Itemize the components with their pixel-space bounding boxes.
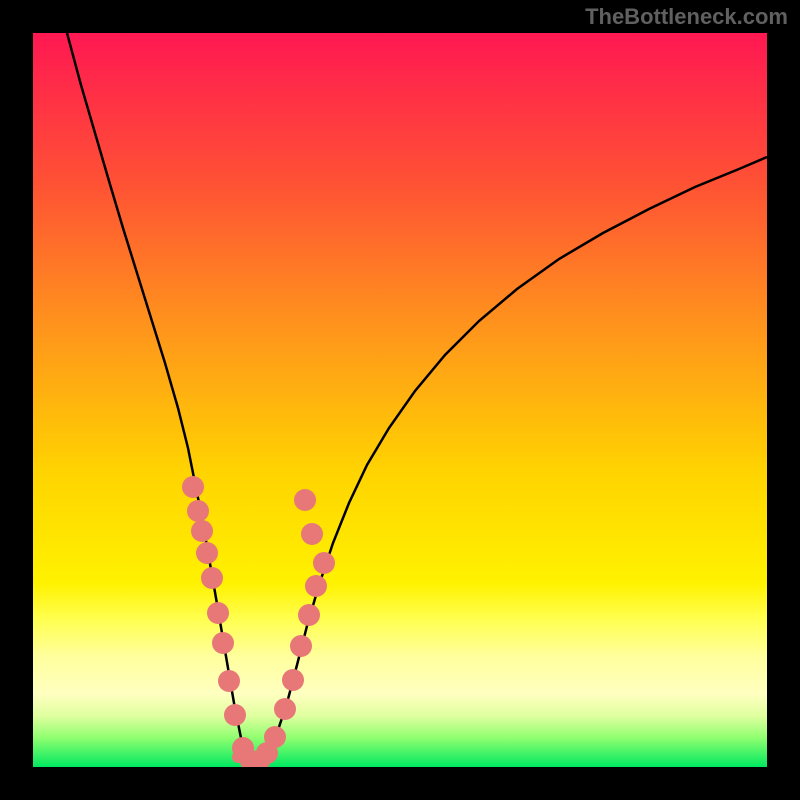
watermark-text: TheBottleneck.com: [585, 4, 788, 30]
chart-container: TheBottleneck.com: [0, 0, 800, 800]
data-marker: [305, 575, 327, 597]
data-marker: [290, 635, 312, 657]
data-markers: [33, 33, 767, 767]
data-marker: [182, 476, 204, 498]
data-marker: [196, 542, 218, 564]
data-marker: [313, 552, 335, 574]
data-marker: [187, 500, 209, 522]
data-marker: [191, 520, 213, 542]
data-marker: [301, 523, 323, 545]
data-marker: [264, 726, 286, 748]
data-marker: [207, 602, 229, 624]
data-marker: [212, 632, 234, 654]
data-marker: [224, 704, 246, 726]
data-marker: [218, 670, 240, 692]
data-marker: [294, 489, 316, 511]
data-marker: [201, 567, 223, 589]
data-marker: [274, 698, 296, 720]
plot-area: [33, 33, 767, 767]
data-marker: [298, 604, 320, 626]
data-marker: [282, 669, 304, 691]
